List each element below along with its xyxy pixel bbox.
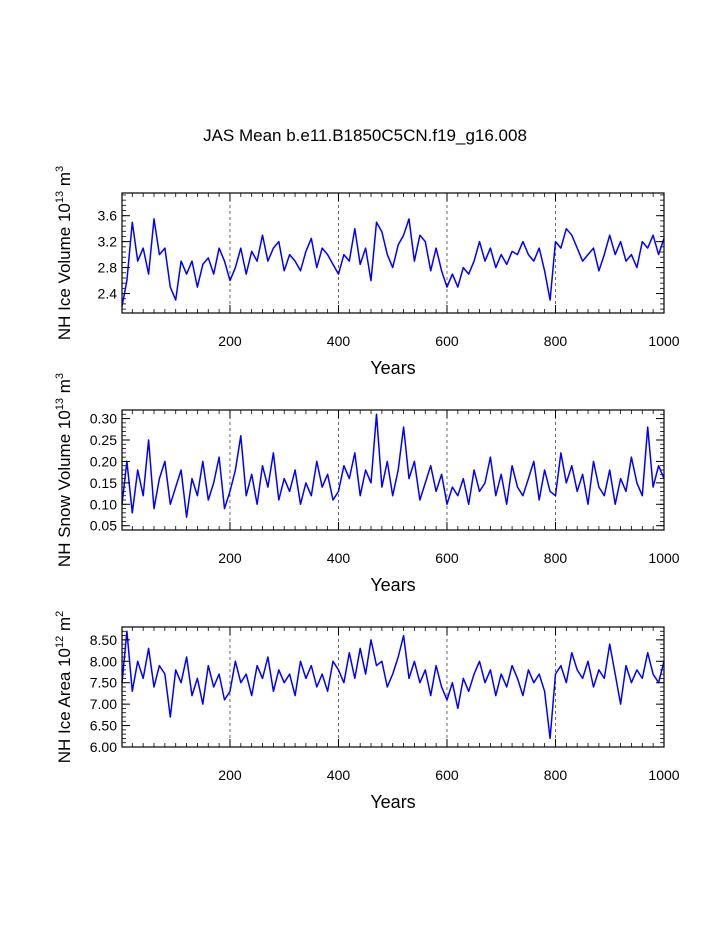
ice-area-y-tick-label: 7.00 — [90, 696, 117, 712]
ice-area-x-tick-label: 800 — [544, 767, 568, 783]
ice-volume-series-line — [121, 218, 665, 307]
ice-volume-y-axis-label: NH Ice Volume 1013 m3 — [54, 166, 74, 340]
ice-volume-plot-frame — [121, 192, 665, 314]
ice-area-y-tick-label: 8.00 — [90, 653, 117, 669]
ice-volume-x-axis-label: Years — [370, 358, 415, 378]
ice-volume-x-tick-label: 400 — [327, 333, 351, 349]
snow-volume-y-tick-label: 0.25 — [90, 432, 117, 448]
ice-volume-x-tick-label: 200 — [218, 333, 242, 349]
ice-area-y-label-unit: m — [55, 617, 74, 636]
ice-area-y-axis-label: NH Ice Area 1012 m2 — [54, 611, 74, 764]
snow-volume-x-tick-label: 200 — [218, 550, 242, 566]
snow-volume-y-tick-label: 0.30 — [90, 411, 117, 427]
ice-area-x-axis-label: Years — [370, 792, 415, 812]
snow-volume-y-label-text: NH Snow Volume 10 — [55, 410, 74, 567]
snow-volume-y-label-unit-exponent: 3 — [54, 373, 66, 379]
ice-area-y-tick-label: 8.50 — [90, 632, 117, 648]
snow-volume-y-axis-label: NH Snow Volume 1013 m3 — [54, 373, 74, 567]
snow-volume-x-axis-label: Years — [370, 575, 415, 595]
ice-volume-y-tick-label: 3.6 — [98, 208, 118, 224]
snow-volume-y-tick-label: 0.10 — [90, 496, 117, 512]
snow-volume-x-tick-label: 600 — [435, 550, 459, 566]
ice-area-y-tick-label: 6.50 — [90, 718, 117, 734]
snow-volume-x-tick-label: 800 — [544, 550, 568, 566]
ice-volume-x-tick-label: 800 — [544, 333, 568, 349]
ice-volume-y-tick-label: 2.8 — [98, 260, 118, 276]
snow-volume-y-label-unit: m — [55, 379, 74, 398]
snow-volume-y-tick-label: 0.20 — [90, 453, 117, 469]
ice-area-series-line — [121, 630, 665, 740]
snow-volume-y-tick-label: 0.15 — [90, 475, 117, 491]
snow-volume-plot-frame — [121, 409, 665, 531]
ice-area-plot-frame — [121, 626, 665, 748]
figure-title: JAS Mean b.e11.B1850C5CN.f19_g16.008 — [203, 126, 527, 145]
ice-area-y-label-unit-exponent: 2 — [54, 611, 66, 617]
ice-area-x-tick-label: 200 — [218, 767, 242, 783]
ice-volume-y-label-exponent: 13 — [54, 191, 66, 203]
ice-volume-y-tick-label: 3.2 — [98, 234, 118, 250]
ice-volume-y-label-unit-exponent: 3 — [54, 166, 66, 172]
ice-volume-x-tick-label: 600 — [435, 333, 459, 349]
ice-volume-x-tick-label: 1000 — [648, 333, 679, 349]
panel-snow-volume: 200 400 600 800 1000 0.05 0.10 0.15 0.20 0.25 0.30… — [54, 373, 680, 595]
snow-volume-x-tick-label: 1000 — [648, 550, 679, 566]
snow-volume-series-line — [121, 413, 665, 518]
ice-volume-y-label-text: NH Ice Volume 10 — [55, 203, 74, 340]
snow-volume-y-label-exponent: 13 — [54, 398, 66, 410]
ice-volume-y-tick-label: 2.4 — [98, 286, 118, 302]
snow-volume-y-tick-label: 0.05 — [90, 518, 117, 534]
ice-area-x-tick-label: 1000 — [648, 767, 679, 783]
panel-ice-volume: 200 400 600 800 1000 2.4 2.8 3.2 3.6 Years NH Ice … — [54, 166, 680, 378]
panels: 200 400 600 800 1000 2.4 2.8 3.2 3.6 Years NH Ice … — [54, 166, 680, 812]
ice-area-x-tick-label: 600 — [435, 767, 459, 783]
ice-volume-y-label-unit: m — [55, 172, 74, 191]
snow-volume-x-tick-label: 400 — [327, 550, 351, 566]
ice-area-y-tick-label: 7.50 — [90, 675, 117, 691]
ice-area-y-tick-label: 6.00 — [90, 739, 117, 755]
panel-ice-area: 200 400 600 800 1000 6.00 6.50 7.00 7.50 8.00 8.50… — [54, 611, 680, 812]
ice-area-x-tick-label: 400 — [327, 767, 351, 783]
ice-area-y-label-text: NH Ice Area 10 — [55, 648, 74, 763]
ice-area-y-label-exponent: 12 — [54, 636, 66, 648]
